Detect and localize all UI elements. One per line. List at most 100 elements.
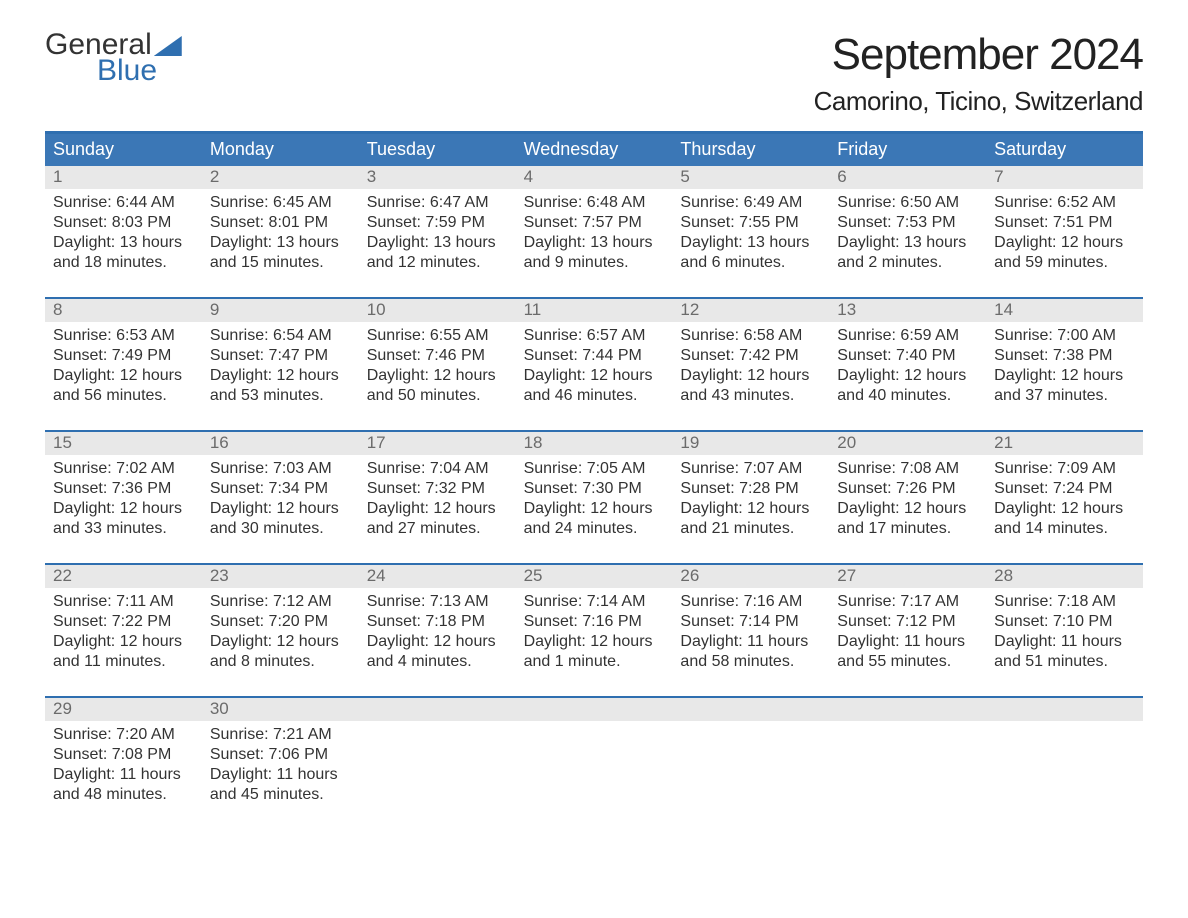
day-cell: 16Sunrise: 7:03 AMSunset: 7:34 PMDayligh… — [202, 432, 359, 563]
day-number: 4 — [516, 166, 673, 189]
sunset-line: Sunset: 7:12 PM — [837, 612, 978, 632]
daylight-line2: and 2 minutes. — [837, 253, 978, 273]
day-number: 11 — [516, 299, 673, 322]
daylight-line1: Daylight: 12 hours — [53, 499, 194, 519]
day-number — [359, 698, 516, 721]
day-body: Sunrise: 7:08 AMSunset: 7:26 PMDaylight:… — [829, 455, 986, 539]
day-cell: 2Sunrise: 6:45 AMSunset: 8:01 PMDaylight… — [202, 166, 359, 297]
sunset-line: Sunset: 7:18 PM — [367, 612, 508, 632]
daylight-line1: Daylight: 11 hours — [53, 765, 194, 785]
day-body: Sunrise: 7:07 AMSunset: 7:28 PMDaylight:… — [672, 455, 829, 539]
day-number: 21 — [986, 432, 1143, 455]
daylight-line1: Daylight: 12 hours — [210, 499, 351, 519]
day-number — [829, 698, 986, 721]
sunrise-line: Sunrise: 7:17 AM — [837, 592, 978, 612]
sunset-line: Sunset: 7:30 PM — [524, 479, 665, 499]
sunset-line: Sunset: 7:16 PM — [524, 612, 665, 632]
day-body: Sunrise: 7:11 AMSunset: 7:22 PMDaylight:… — [45, 588, 202, 672]
day-cell: 17Sunrise: 7:04 AMSunset: 7:32 PMDayligh… — [359, 432, 516, 563]
daylight-line1: Daylight: 12 hours — [680, 499, 821, 519]
day-number: 29 — [45, 698, 202, 721]
sunrise-line: Sunrise: 6:54 AM — [210, 326, 351, 346]
day-body: Sunrise: 7:13 AMSunset: 7:18 PMDaylight:… — [359, 588, 516, 672]
daylight-line2: and 45 minutes. — [210, 785, 351, 805]
day-cell: 22Sunrise: 7:11 AMSunset: 7:22 PMDayligh… — [45, 565, 202, 696]
daylight-line2: and 43 minutes. — [680, 386, 821, 406]
sunset-line: Sunset: 8:01 PM — [210, 213, 351, 233]
daylight-line1: Daylight: 12 hours — [367, 632, 508, 652]
daylight-line1: Daylight: 13 hours — [367, 233, 508, 253]
sunrise-line: Sunrise: 6:45 AM — [210, 193, 351, 213]
weekday-header: Saturday — [986, 134, 1143, 166]
daylight-line2: and 51 minutes. — [994, 652, 1135, 672]
title-block: September 2024 Camorino, Ticino, Switzer… — [814, 30, 1143, 117]
daylight-line1: Daylight: 12 hours — [524, 366, 665, 386]
daylight-line2: and 8 minutes. — [210, 652, 351, 672]
sunrise-line: Sunrise: 7:04 AM — [367, 459, 508, 479]
sunset-line: Sunset: 7:59 PM — [367, 213, 508, 233]
sunrise-line: Sunrise: 7:14 AM — [524, 592, 665, 612]
day-body: Sunrise: 6:48 AMSunset: 7:57 PMDaylight:… — [516, 189, 673, 273]
daylight-line1: Daylight: 12 hours — [210, 366, 351, 386]
sunset-line: Sunset: 7:40 PM — [837, 346, 978, 366]
daylight-line2: and 4 minutes. — [367, 652, 508, 672]
daylight-line1: Daylight: 13 hours — [524, 233, 665, 253]
daylight-line1: Daylight: 12 hours — [53, 632, 194, 652]
sunrise-line: Sunrise: 6:50 AM — [837, 193, 978, 213]
sunrise-line: Sunrise: 7:16 AM — [680, 592, 821, 612]
day-body: Sunrise: 6:55 AMSunset: 7:46 PMDaylight:… — [359, 322, 516, 406]
sunset-line: Sunset: 7:06 PM — [210, 745, 351, 765]
daylight-line2: and 56 minutes. — [53, 386, 194, 406]
brand-logo: General Blue — [45, 30, 182, 86]
day-number: 24 — [359, 565, 516, 588]
daylight-line1: Daylight: 12 hours — [680, 366, 821, 386]
sunset-line: Sunset: 7:28 PM — [680, 479, 821, 499]
weekday-header: Wednesday — [516, 134, 673, 166]
weekday-header: Monday — [202, 134, 359, 166]
header: General Blue September 2024 Camorino, Ti… — [45, 30, 1143, 117]
day-body: Sunrise: 7:16 AMSunset: 7:14 PMDaylight:… — [672, 588, 829, 672]
day-cell: 19Sunrise: 7:07 AMSunset: 7:28 PMDayligh… — [672, 432, 829, 563]
sunrise-line: Sunrise: 7:20 AM — [53, 725, 194, 745]
day-body: Sunrise: 7:12 AMSunset: 7:20 PMDaylight:… — [202, 588, 359, 672]
day-body: Sunrise: 6:54 AMSunset: 7:47 PMDaylight:… — [202, 322, 359, 406]
sunrise-line: Sunrise: 7:11 AM — [53, 592, 194, 612]
day-cell: 21Sunrise: 7:09 AMSunset: 7:24 PMDayligh… — [986, 432, 1143, 563]
daylight-line1: Daylight: 12 hours — [837, 499, 978, 519]
week-row: 8Sunrise: 6:53 AMSunset: 7:49 PMDaylight… — [45, 297, 1143, 430]
day-body: Sunrise: 7:17 AMSunset: 7:12 PMDaylight:… — [829, 588, 986, 672]
sunset-line: Sunset: 7:47 PM — [210, 346, 351, 366]
sunrise-line: Sunrise: 6:47 AM — [367, 193, 508, 213]
sunrise-line: Sunrise: 7:21 AM — [210, 725, 351, 745]
day-cell: 13Sunrise: 6:59 AMSunset: 7:40 PMDayligh… — [829, 299, 986, 430]
daylight-line2: and 55 minutes. — [837, 652, 978, 672]
daylight-line2: and 12 minutes. — [367, 253, 508, 273]
day-number: 28 — [986, 565, 1143, 588]
day-number — [516, 698, 673, 721]
day-cell — [672, 698, 829, 829]
sunset-line: Sunset: 7:57 PM — [524, 213, 665, 233]
sunset-line: Sunset: 7:55 PM — [680, 213, 821, 233]
day-cell: 27Sunrise: 7:17 AMSunset: 7:12 PMDayligh… — [829, 565, 986, 696]
sunset-line: Sunset: 7:26 PM — [837, 479, 978, 499]
brand-line2: Blue — [45, 56, 182, 86]
daylight-line1: Daylight: 11 hours — [994, 632, 1135, 652]
sunrise-line: Sunrise: 7:02 AM — [53, 459, 194, 479]
daylight-line1: Daylight: 12 hours — [837, 366, 978, 386]
sunset-line: Sunset: 7:38 PM — [994, 346, 1135, 366]
day-number: 30 — [202, 698, 359, 721]
sunrise-line: Sunrise: 6:55 AM — [367, 326, 508, 346]
sunrise-line: Sunrise: 7:09 AM — [994, 459, 1135, 479]
daylight-line1: Daylight: 12 hours — [367, 366, 508, 386]
day-cell — [829, 698, 986, 829]
day-cell: 26Sunrise: 7:16 AMSunset: 7:14 PMDayligh… — [672, 565, 829, 696]
daylight-line1: Daylight: 11 hours — [210, 765, 351, 785]
daylight-line1: Daylight: 12 hours — [994, 499, 1135, 519]
sunset-line: Sunset: 7:46 PM — [367, 346, 508, 366]
day-cell: 14Sunrise: 7:00 AMSunset: 7:38 PMDayligh… — [986, 299, 1143, 430]
day-cell: 23Sunrise: 7:12 AMSunset: 7:20 PMDayligh… — [202, 565, 359, 696]
day-body: Sunrise: 7:05 AMSunset: 7:30 PMDaylight:… — [516, 455, 673, 539]
daylight-line1: Daylight: 12 hours — [367, 499, 508, 519]
daylight-line1: Daylight: 12 hours — [524, 632, 665, 652]
daylight-line2: and 59 minutes. — [994, 253, 1135, 273]
